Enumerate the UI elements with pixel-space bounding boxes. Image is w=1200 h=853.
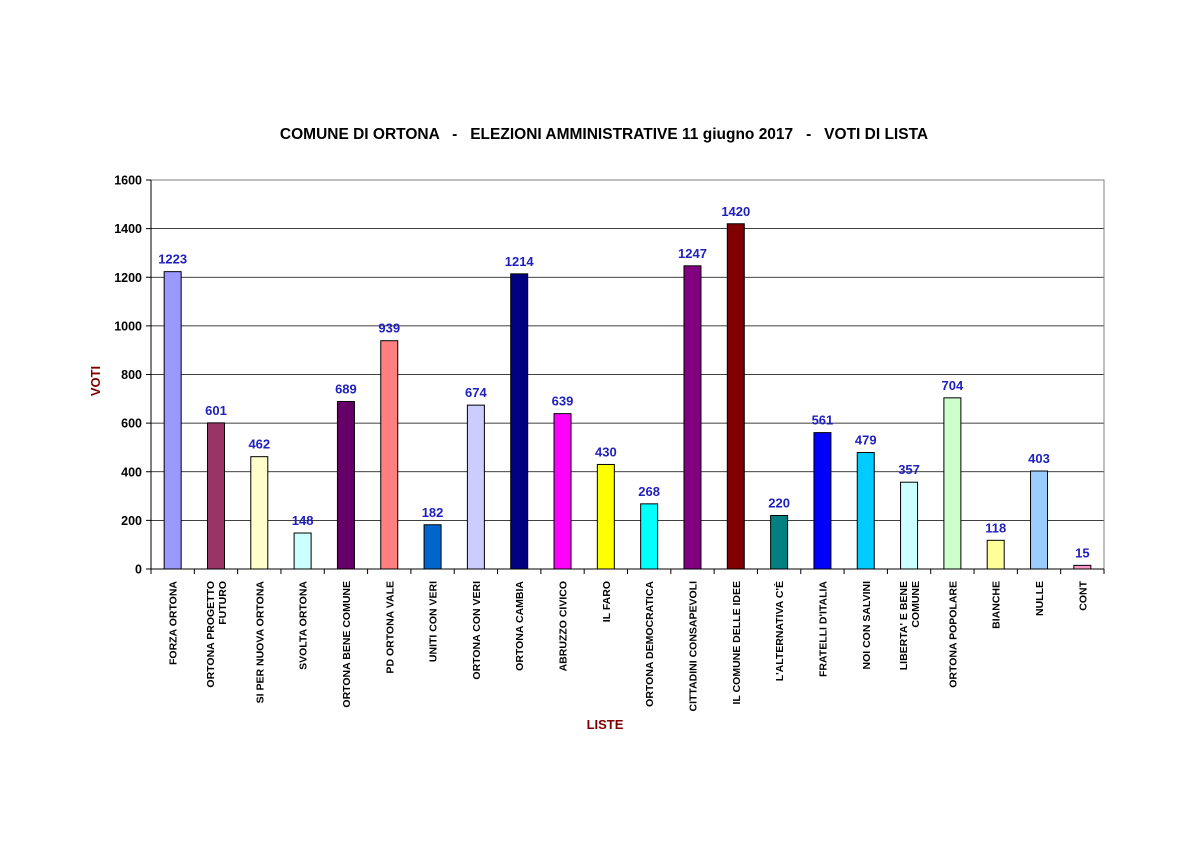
bar-value-label: 674 (465, 385, 487, 400)
bar (726, 223, 745, 570)
y-tick-label: 400 (121, 465, 142, 479)
y-axis-title: VOTI (88, 366, 103, 396)
bar-value-label: 268 (638, 484, 660, 499)
y-tick-label: 1200 (114, 271, 142, 285)
bar (466, 404, 485, 570)
bar (856, 452, 875, 570)
x-tick-label: IL COMUNE DELLE IDEE (731, 581, 743, 704)
bar-value-label: 639 (552, 394, 574, 409)
bar-value-label: 1420 (721, 204, 750, 219)
bar (900, 481, 919, 570)
y-tick-label: 1400 (114, 222, 142, 236)
bar (380, 340, 399, 570)
x-tick-label: L'ALTERNATIVA C'È (773, 581, 786, 681)
x-tick-label: SI PER NUOVA ORTONA (254, 581, 266, 704)
y-tick-label: 600 (121, 417, 142, 431)
x-tick-labels: FORZA ORTONA ORTONA PROGETTO FUTURO SI PER … (168, 580, 1090, 711)
bar-value-label: 689 (335, 381, 357, 396)
bar-value-label: 1223 (158, 252, 187, 267)
axes (146, 179, 1105, 574)
bar-value-label: 118 (985, 520, 1006, 535)
bar-value-label: 704 (942, 378, 964, 393)
bar-value-label: 479 (855, 433, 877, 448)
x-tick-label: NOI CON SALVINI (861, 581, 873, 670)
bar (683, 265, 702, 570)
bar (813, 432, 832, 570)
x-tick-label: ORTONA DEMOCRATICA (644, 581, 656, 707)
x-tick-label: ORTONA POPOLARE (947, 581, 959, 688)
bar-value-label: 220 (768, 496, 790, 511)
y-tick-label: 800 (121, 368, 142, 382)
x-tick-label: SVOLTA ORTONA (298, 581, 310, 670)
bar (640, 503, 659, 570)
bar (293, 532, 312, 570)
x-tick-label: NULLE (1034, 581, 1046, 616)
bar (986, 539, 1005, 570)
bar-value-label: 182 (422, 505, 444, 520)
bar-value-label: 561 (812, 413, 834, 428)
bar (163, 271, 182, 570)
x-tick-label: UNITI CON VERI (428, 581, 440, 662)
x-tick-label: ORTONA CON VERI (471, 581, 483, 680)
x-axis-title: LISTE (587, 717, 624, 732)
x-tick-label: LIBERTA' E BENE (898, 581, 910, 670)
bar-value-label: 939 (378, 321, 400, 336)
x-tick-label: FUTURO (217, 581, 229, 625)
x-tick-label: FRATELLI D'ITALIA (817, 581, 829, 677)
bar (336, 400, 355, 570)
bar-value-label: 601 (205, 403, 227, 418)
x-tick-label: FORZA ORTONA (168, 581, 180, 665)
chart-title: COMUNE DI ORTONA - ELEZIONI AMMINISTRATI… (280, 126, 928, 143)
bar-value-label: 1247 (678, 246, 707, 261)
bar (553, 413, 572, 570)
bar (770, 515, 789, 570)
y-tick-labels: 0 200 400 600 800 1000 1200 1400 1600 (114, 174, 142, 577)
bar (1073, 564, 1092, 570)
x-tick-label: CONT (1077, 580, 1089, 610)
bar (510, 273, 529, 570)
x-tick-label: PD ORTONA VALE (384, 581, 396, 674)
x-tick-label: IL FARO (601, 581, 613, 622)
bar-value-label: 430 (595, 444, 617, 459)
y-tick-label: 1000 (114, 319, 142, 333)
bar (206, 422, 225, 570)
bar (250, 456, 269, 570)
bar-value-label: 462 (248, 437, 270, 452)
bar-value-label: 15 (1075, 545, 1089, 560)
y-tick-label: 1600 (114, 174, 142, 188)
data-labels: 1223 601 462 148 689 939 182 674 1214 639 430 268 12… (158, 204, 1089, 561)
x-tick-label: COMUNE (910, 581, 922, 628)
x-tick-label: ABRUZZO CIVICO (558, 581, 570, 671)
bar-value-label: 357 (898, 462, 920, 477)
x-tick-label: ORTONA PROGETTO (205, 581, 217, 688)
bar (423, 524, 442, 570)
y-tick-label: 0 (135, 563, 142, 577)
x-tick-label: BIANCHE (991, 581, 1003, 629)
bar (943, 397, 962, 570)
bar-value-label: 403 (1028, 451, 1050, 466)
bar-value-label: 148 (292, 513, 314, 528)
bar (596, 463, 615, 570)
y-tick-label: 200 (121, 514, 142, 528)
bar (1030, 470, 1049, 570)
x-tick-label: ORTONA BENE COMUNE (341, 581, 353, 708)
x-tick-label: CITTADINI CONSAPEVOLI (687, 581, 699, 712)
gridlines (151, 179, 1104, 521)
bar-value-label: 1214 (505, 254, 535, 269)
x-tick-label: ORTONA CAMBIA (514, 581, 526, 671)
